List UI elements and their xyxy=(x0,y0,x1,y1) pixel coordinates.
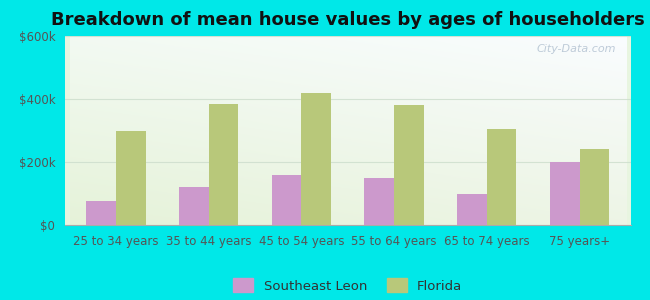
Bar xyxy=(179,187,209,225)
Bar xyxy=(272,175,302,225)
Bar xyxy=(457,194,487,225)
Bar xyxy=(394,105,424,225)
Text: City-Data.com: City-Data.com xyxy=(537,44,616,54)
Bar xyxy=(550,162,580,225)
Bar xyxy=(302,93,331,225)
Bar xyxy=(365,178,394,225)
Bar xyxy=(86,201,116,225)
Bar xyxy=(116,130,146,225)
Bar xyxy=(580,149,609,225)
Bar xyxy=(209,104,239,225)
Legend: Southeast Leon, Florida: Southeast Leon, Florida xyxy=(228,273,467,298)
Bar xyxy=(487,129,517,225)
Title: Breakdown of mean house values by ages of householders: Breakdown of mean house values by ages o… xyxy=(51,11,645,29)
